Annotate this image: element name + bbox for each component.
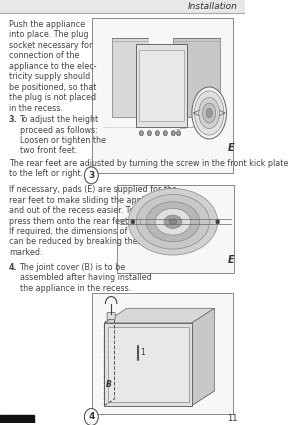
Circle shape bbox=[140, 131, 143, 136]
Ellipse shape bbox=[169, 219, 176, 224]
Text: and out of the recess easier. To fit the pads,: and out of the recess easier. To fit the… bbox=[9, 206, 185, 215]
Text: into place. The plug: into place. The plug bbox=[9, 31, 88, 40]
Circle shape bbox=[171, 131, 175, 136]
Ellipse shape bbox=[199, 97, 220, 129]
Text: Push the appliance: Push the appliance bbox=[9, 20, 85, 29]
Text: can be reduced by breaking them where: can be reduced by breaking them where bbox=[9, 238, 173, 246]
Ellipse shape bbox=[146, 202, 200, 242]
Ellipse shape bbox=[194, 91, 224, 135]
Text: marked.: marked. bbox=[9, 248, 43, 257]
Text: tricity supply should: tricity supply should bbox=[9, 72, 90, 81]
Text: The joint cover (B) is to be: The joint cover (B) is to be bbox=[20, 263, 126, 272]
Text: the plug is not placed: the plug is not placed bbox=[9, 93, 96, 102]
Bar bbox=[112, 38, 149, 117]
Circle shape bbox=[147, 131, 152, 136]
Text: assembled after having installed: assembled after having installed bbox=[20, 273, 151, 282]
Bar bbox=[108, 327, 189, 402]
Text: 4.: 4. bbox=[9, 263, 18, 272]
Text: B: B bbox=[106, 380, 112, 389]
Text: in the recess.: in the recess. bbox=[9, 104, 63, 113]
Text: To adjust the height: To adjust the height bbox=[20, 115, 99, 124]
Ellipse shape bbox=[136, 194, 209, 249]
Text: appliance to the elec-: appliance to the elec- bbox=[9, 62, 97, 71]
Polygon shape bbox=[104, 391, 214, 405]
Text: Loosen or tighten the: Loosen or tighten the bbox=[20, 136, 106, 145]
FancyBboxPatch shape bbox=[107, 312, 115, 320]
Text: E: E bbox=[228, 255, 235, 265]
Text: Installation: Installation bbox=[188, 2, 238, 11]
Bar bbox=[104, 323, 192, 405]
Text: socket necessary for: socket necessary for bbox=[9, 41, 92, 50]
Polygon shape bbox=[192, 308, 214, 405]
Text: rear feet to make sliding the appliance in: rear feet to make sliding the appliance … bbox=[9, 196, 175, 205]
Bar bbox=[117, 185, 234, 272]
Text: 4: 4 bbox=[88, 413, 94, 422]
Text: If necessary, pads (E) are supplied for the: If necessary, pads (E) are supplied for … bbox=[9, 185, 177, 194]
Circle shape bbox=[131, 220, 134, 224]
Text: 11: 11 bbox=[228, 414, 238, 423]
Bar bbox=[173, 38, 220, 117]
Polygon shape bbox=[104, 308, 214, 323]
Text: press them onto the rear feet.: press them onto the rear feet. bbox=[9, 217, 130, 226]
Text: 3: 3 bbox=[88, 171, 94, 180]
Circle shape bbox=[84, 408, 98, 425]
Text: the appliance in the recess.: the appliance in the recess. bbox=[20, 283, 131, 292]
Ellipse shape bbox=[164, 215, 182, 228]
Text: be positioned, so that: be positioned, so that bbox=[9, 83, 96, 92]
Text: connection of the: connection of the bbox=[9, 51, 79, 60]
Text: 1: 1 bbox=[140, 348, 145, 357]
Bar bbox=[92, 18, 233, 173]
Text: to the left or right.: to the left or right. bbox=[9, 170, 83, 178]
Circle shape bbox=[84, 167, 98, 184]
Text: proceed as follows:: proceed as follows: bbox=[20, 125, 97, 135]
Circle shape bbox=[163, 131, 167, 136]
Bar bbox=[0, 0, 244, 13]
Bar bbox=[92, 293, 233, 414]
Ellipse shape bbox=[192, 87, 226, 139]
Circle shape bbox=[177, 131, 181, 136]
Text: two front feet.: two front feet. bbox=[20, 147, 77, 156]
Bar bbox=[149, 38, 173, 117]
Circle shape bbox=[216, 220, 219, 224]
Text: The rear feet are adjusted by turning the screw in the front kick plate: The rear feet are adjusted by turning th… bbox=[9, 159, 288, 168]
Bar bbox=[136, 44, 187, 128]
Ellipse shape bbox=[206, 108, 212, 118]
Text: If required, the dimensions of these pads: If required, the dimensions of these pad… bbox=[9, 227, 174, 236]
Text: E: E bbox=[227, 143, 234, 153]
Circle shape bbox=[155, 131, 159, 136]
Bar bbox=[139, 50, 184, 121]
Bar bbox=[0, 415, 34, 423]
Ellipse shape bbox=[155, 208, 191, 235]
Ellipse shape bbox=[128, 188, 218, 255]
Text: 3.: 3. bbox=[9, 115, 18, 124]
Ellipse shape bbox=[202, 103, 216, 123]
